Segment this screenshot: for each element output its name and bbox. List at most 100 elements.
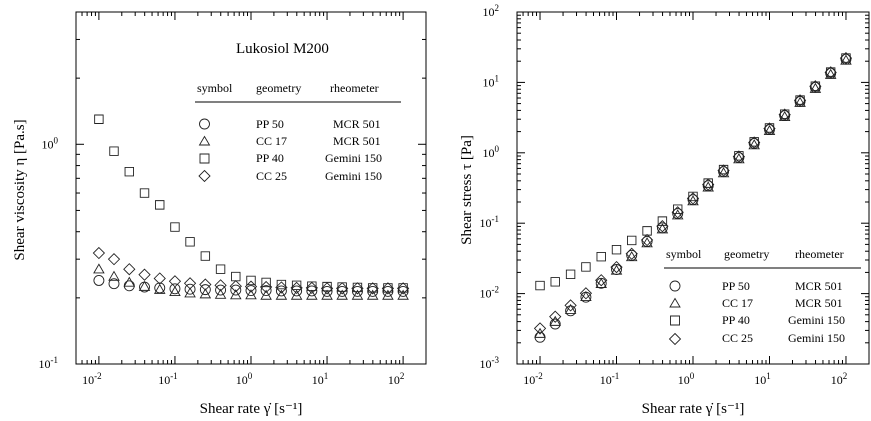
data-point-square xyxy=(185,237,195,247)
plot-frame xyxy=(516,11,870,365)
data-point-diamond xyxy=(732,150,746,163)
data-point-square xyxy=(352,282,363,293)
data-point-triangle xyxy=(336,289,348,300)
data-point-triangle xyxy=(184,287,196,298)
data-point-circle xyxy=(108,278,120,290)
data-point-square xyxy=(94,114,104,124)
legend-rheometer: MCR 501 xyxy=(333,134,381,148)
data-point-circle xyxy=(230,284,242,296)
legend-geometry: CC 17 xyxy=(722,296,753,310)
x-tick-label: 102 xyxy=(388,371,405,387)
data-point-diamond xyxy=(595,274,608,287)
legend-geometry: CC 25 xyxy=(256,169,287,183)
data-point-square xyxy=(109,146,119,156)
legend: symbol geometry rheometer PP 50 MCR 501 … xyxy=(664,247,861,346)
data-points xyxy=(92,114,410,300)
legend-marker-circle xyxy=(199,118,210,130)
data-point-diamond xyxy=(533,322,547,335)
legend-marker-triangle xyxy=(198,135,211,146)
data-point-diamond xyxy=(625,247,638,260)
data-point-square xyxy=(322,281,332,292)
data-point-diamond xyxy=(305,281,318,295)
data-point-diamond xyxy=(396,282,410,295)
data-point-triangle xyxy=(153,283,166,294)
data-point-diamond xyxy=(123,263,136,276)
data-point-diamond xyxy=(275,281,288,294)
legend-header-symbol: symbol xyxy=(666,247,702,261)
data-point-diamond xyxy=(183,277,197,290)
data-point-diamond xyxy=(809,80,822,93)
legend-rheometer: Gemini 150 xyxy=(325,169,382,183)
data-point-square xyxy=(231,271,241,282)
data-point-triangle xyxy=(214,288,227,299)
legend-rheometer: Gemini 150 xyxy=(788,313,845,327)
data-point-diamond xyxy=(748,136,761,149)
x-tick-label: 10-1 xyxy=(158,371,178,387)
data-point-triangle xyxy=(275,289,288,300)
x-tick-label: 101 xyxy=(312,371,329,387)
data-point-triangle xyxy=(230,289,242,300)
data-point-diamond xyxy=(778,108,791,121)
data-point-diamond xyxy=(336,282,349,295)
data-point-square xyxy=(718,164,729,175)
data-point-triangle xyxy=(321,289,333,300)
data-point-triangle xyxy=(671,209,684,220)
data-point-circle xyxy=(139,281,150,293)
data-point-square xyxy=(215,264,226,274)
plot-frame xyxy=(75,11,427,365)
data-point-diamond xyxy=(686,192,700,205)
legend-geometry: PP 40 xyxy=(256,151,284,165)
data-point-square xyxy=(200,251,211,261)
data-point-diamond xyxy=(259,280,273,294)
data-point-square xyxy=(565,269,576,279)
data-point-diamond xyxy=(138,268,151,281)
x-tick-labels: 10-2 10-1 100 101 102 xyxy=(82,371,404,387)
x-tick-labels: 10-2 10-1 100 101 102 xyxy=(523,371,847,387)
data-point-triangle xyxy=(534,327,546,338)
x-tick-label: 100 xyxy=(236,371,253,387)
data-point-diamond xyxy=(107,253,121,266)
legend-geometry: PP 40 xyxy=(722,313,750,327)
data-point-diamond xyxy=(549,310,562,323)
data-point-square xyxy=(155,200,165,210)
data-point-triangle xyxy=(138,280,151,291)
data-point-square xyxy=(261,277,271,288)
data-point-triangle xyxy=(733,153,745,164)
data-point-square xyxy=(307,281,317,291)
data-point-square xyxy=(124,167,134,177)
data-point-square xyxy=(139,188,150,198)
data-point-diamond xyxy=(702,178,715,191)
data-point-diamond xyxy=(610,260,623,274)
y-tick-label: 101 xyxy=(483,73,500,89)
data-point-diamond xyxy=(793,94,807,107)
legend-marker-square xyxy=(199,153,210,164)
chart-title: Lukosiol M200 xyxy=(236,41,329,57)
data-point-square xyxy=(596,252,606,262)
data-point-diamond xyxy=(290,281,303,295)
legend-header-geometry: geometry xyxy=(724,247,769,261)
data-point-square xyxy=(703,178,713,188)
legend-marker-triangle xyxy=(669,297,681,308)
data-point-circle xyxy=(611,264,622,275)
data-point-circle xyxy=(549,318,561,330)
x-tick-label: 10-2 xyxy=(523,371,543,387)
x-axis-label: Shear rate γ̇ [s⁻¹] xyxy=(642,401,745,417)
legend-geometry: CC 25 xyxy=(722,331,753,345)
legend-header-geometry: geometry xyxy=(256,81,301,95)
data-point-diamond xyxy=(168,275,182,288)
y-tick-labels: 10-1 100 xyxy=(39,135,59,371)
data-point-triangle xyxy=(702,181,714,192)
y-tick-label: 100 xyxy=(42,135,59,151)
data-point-triangle xyxy=(366,289,379,300)
data-point-triangle xyxy=(656,223,669,234)
data-point-diamond xyxy=(824,66,837,79)
data-point-triangle xyxy=(123,276,136,287)
data-point-diamond xyxy=(351,282,364,295)
legend-marker-diamond xyxy=(668,332,682,346)
legend-geometry: PP 50 xyxy=(722,279,750,293)
data-point-diamond xyxy=(366,282,379,295)
data-point-square xyxy=(535,280,545,291)
data-point-diamond xyxy=(579,287,593,300)
data-point-diamond xyxy=(763,122,776,135)
